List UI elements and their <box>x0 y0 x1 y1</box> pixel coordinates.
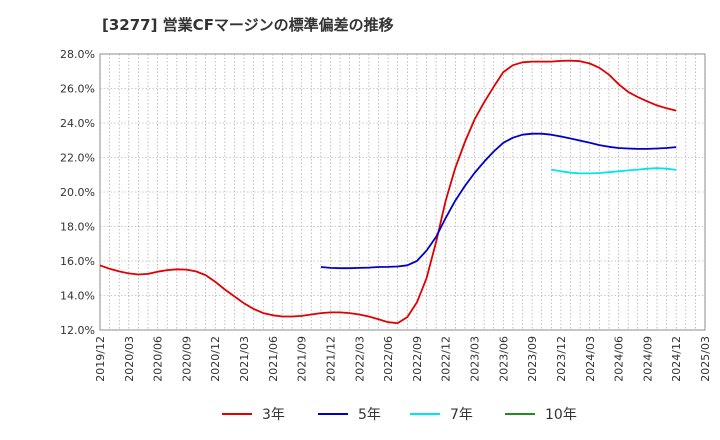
x-tick-label: 2021/03 <box>238 336 251 382</box>
y-axis-ticks: 12.0% 14.0% 16.0% 18.0% 20.0% 22.0% 24.0% 26.0%… <box>60 48 95 337</box>
x-tick-label: 2024/06 <box>613 336 626 382</box>
x-axis-ticks: 2019/12 2020/03 2020/06 2020/09 2020/12 2021/… <box>94 336 712 382</box>
y-tick-label: 20.0% <box>60 186 95 199</box>
series-line-5年 <box>320 132 677 270</box>
x-tick-label: 2019/12 <box>94 336 107 382</box>
y-tick-label: 16.0% <box>60 255 95 268</box>
y-tick-label: 12.0% <box>60 324 95 337</box>
x-tick-label: 2020/12 <box>209 336 222 382</box>
y-tick-label: 18.0% <box>60 221 95 234</box>
series-line-3年 <box>99 59 677 325</box>
grid-lines <box>99 53 706 331</box>
y-tick-label: 14.0% <box>60 290 95 303</box>
y-tick-label: 28.0% <box>60 48 95 61</box>
legend-label: 7年 <box>450 407 473 423</box>
x-tick-label: 2024/03 <box>584 336 597 382</box>
x-tick-label: 2023/06 <box>497 336 510 382</box>
x-tick-label: 2025/03 <box>699 336 712 382</box>
legend-label: 5年 <box>358 407 381 423</box>
x-tick-label: 2020/03 <box>123 336 136 382</box>
x-tick-label: 2022/06 <box>382 336 395 382</box>
series-lines <box>99 59 677 325</box>
x-tick-label: 2022/12 <box>440 336 453 382</box>
x-tick-label: 2024/09 <box>641 336 654 382</box>
x-tick-label: 2022/09 <box>411 336 424 382</box>
x-tick-label: 2021/06 <box>267 336 280 382</box>
y-tick-label: 22.0% <box>60 152 95 165</box>
chart-title: [3277] 営業CFマージンの標準偏差の推移 <box>102 16 394 34</box>
x-tick-label: 2023/12 <box>555 336 568 382</box>
x-tick-label: 2023/03 <box>469 336 482 382</box>
legend: 3年 5年 7年 10年 <box>222 407 577 423</box>
y-tick-label: 26.0% <box>60 83 95 96</box>
legend-label: 10年 <box>545 407 577 423</box>
y-tick-label: 24.0% <box>60 117 95 130</box>
x-tick-label: 2021/12 <box>324 336 337 382</box>
legend-label: 3年 <box>262 407 285 423</box>
series-line-7年 <box>551 167 677 175</box>
x-tick-label: 2022/03 <box>353 336 366 382</box>
x-tick-label: 2020/09 <box>180 336 193 382</box>
x-tick-label: 2020/06 <box>152 336 165 382</box>
x-tick-label: 2024/12 <box>670 336 683 382</box>
x-tick-label: 2023/09 <box>526 336 539 382</box>
x-tick-label: 2021/09 <box>296 336 309 382</box>
